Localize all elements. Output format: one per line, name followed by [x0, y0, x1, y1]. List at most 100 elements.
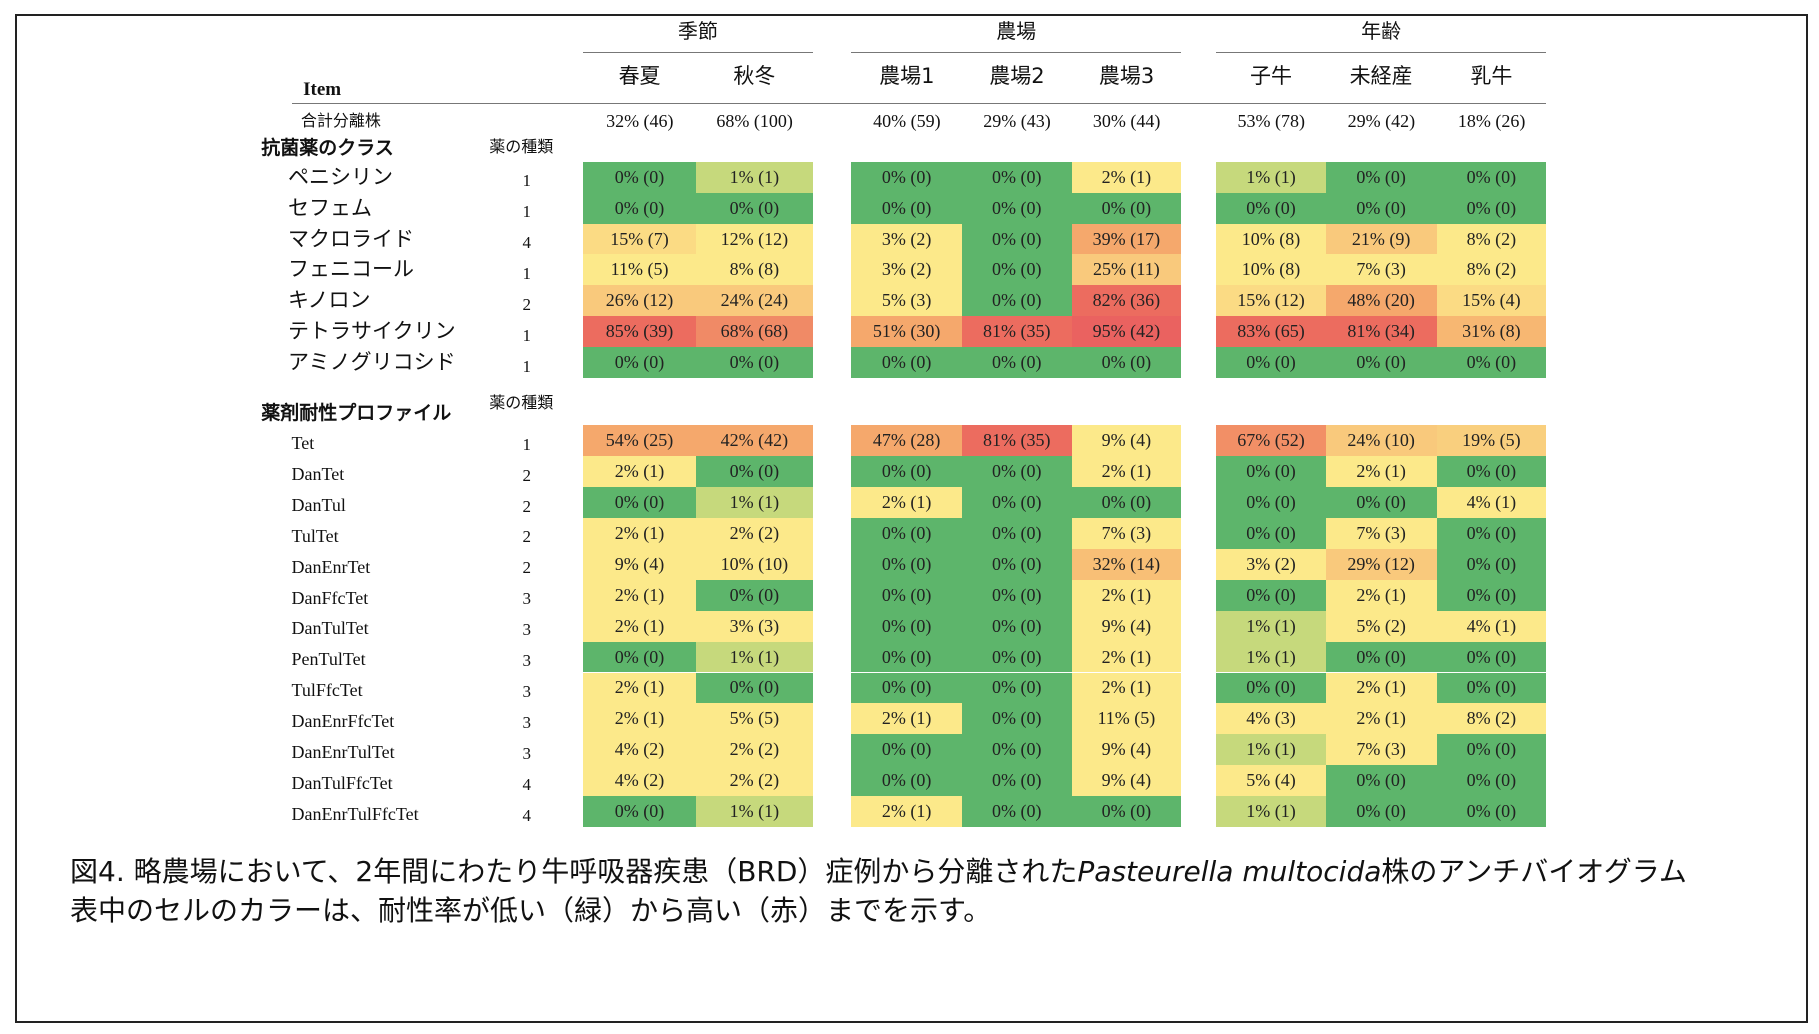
resistance-cell: 1% (1): [1216, 796, 1326, 827]
resistance-cell: 2% (1): [851, 796, 962, 827]
resistance-cell: 31% (8): [1436, 316, 1547, 348]
resistance-cell: 0% (0): [696, 347, 813, 379]
resistance-cell: 0% (0): [1216, 518, 1326, 549]
resistance-cell: 0% (0): [961, 223, 1072, 255]
total-value: 53% (78): [1237, 111, 1305, 132]
total-value: 29% (42): [1347, 111, 1416, 132]
item-header: Item: [303, 79, 342, 101]
resistance-cell: 39% (17): [1071, 223, 1182, 255]
row-label: アミノグリコシド: [288, 350, 456, 375]
column-header: 農場1: [879, 64, 935, 89]
row-label: DanEnrFfcTet: [291, 711, 395, 732]
resistance-cell: 0% (0): [583, 347, 697, 379]
resistance-cell: 2% (1): [1325, 456, 1437, 488]
drug-count: 3: [522, 651, 532, 671]
resistance-cell: 2% (1): [1071, 161, 1182, 193]
section-title: 薬剤耐性プロファイル: [261, 402, 452, 425]
resistance-cell: 0% (0): [851, 610, 962, 642]
resistance-cell: 7% (3): [1071, 518, 1182, 549]
resistance-cell: 9% (4): [583, 548, 697, 580]
resistance-cell: 0% (0): [583, 161, 697, 193]
resistance-cell: 0% (0): [851, 161, 962, 193]
resistance-cell: 0% (0): [961, 796, 1072, 827]
resistance-cell: 0% (0): [961, 518, 1072, 549]
resistance-cell: 4% (1): [1436, 610, 1547, 642]
caption-text: 株のアンチバイオグラム: [1381, 855, 1687, 888]
resistance-cell: 0% (0): [961, 254, 1072, 286]
resistance-cell: 2% (1): [851, 703, 962, 735]
row-label: テトラサイクリン: [288, 319, 456, 344]
rule-line: [851, 52, 1182, 54]
resistance-cell: 10% (10): [696, 548, 813, 580]
resistance-cell: 1% (1): [696, 796, 813, 827]
resistance-cell: 0% (0): [961, 548, 1072, 580]
resistance-cell: 2% (2): [696, 734, 813, 766]
resistance-cell: 1% (1): [696, 161, 813, 193]
drug-count: 1: [522, 325, 532, 345]
row-label: TulTet: [291, 525, 339, 546]
resistance-cell: 10% (8): [1216, 223, 1326, 255]
row-label: マクロライド: [288, 226, 414, 251]
resistance-cell: 54% (25): [583, 425, 697, 457]
resistance-cell: 1% (1): [696, 487, 813, 518]
resistance-cell: 0% (0): [961, 487, 1072, 518]
resistance-cell: 95% (42): [1071, 316, 1182, 348]
resistance-cell: 8% (2): [1436, 254, 1547, 286]
resistance-cell: 2% (1): [583, 579, 697, 611]
resistance-cell: 2% (1): [583, 456, 697, 488]
resistance-cell: 2% (1): [583, 703, 697, 735]
frame: [15, 14, 1808, 1023]
resistance-cell: 3% (2): [851, 223, 962, 255]
resistance-cell: 0% (0): [1436, 734, 1547, 766]
drug-count: 2: [522, 294, 532, 314]
resistance-cell: 0% (0): [851, 456, 962, 488]
resistance-cell: 7% (3): [1325, 518, 1437, 549]
count-header: 薬の種類: [489, 393, 554, 413]
resistance-cell: 2% (1): [1325, 579, 1437, 611]
resistance-cell: 2% (1): [1325, 672, 1437, 704]
resistance-cell: 0% (0): [1216, 456, 1326, 488]
resistance-cell: 2% (2): [696, 518, 813, 549]
resistance-cell: 0% (0): [1325, 347, 1437, 379]
count-header: 薬の種類: [489, 136, 554, 156]
resistance-cell: 5% (3): [851, 285, 962, 317]
column-header: 乳牛: [1470, 64, 1513, 89]
resistance-cell: 4% (2): [583, 765, 697, 797]
resistance-cell: 0% (0): [961, 192, 1072, 224]
resistance-cell: 0% (0): [1436, 347, 1547, 379]
resistance-cell: 3% (3): [696, 610, 813, 642]
resistance-cell: 0% (0): [1436, 192, 1547, 224]
resistance-cell: 85% (39): [583, 316, 697, 348]
drug-count: 2: [522, 527, 532, 547]
resistance-cell: 2% (1): [1325, 703, 1437, 735]
total-value: 29% (43): [983, 111, 1051, 132]
resistance-cell: 2% (1): [851, 487, 962, 518]
resistance-cell: 1% (1): [1216, 641, 1326, 673]
drug-count: 4: [522, 233, 532, 253]
resistance-cell: 2% (1): [1071, 672, 1182, 704]
row-label: ペニシリン: [288, 164, 393, 189]
resistance-cell: 2% (1): [583, 518, 697, 549]
resistance-cell: 42% (42): [696, 425, 813, 457]
resistance-cell: 0% (0): [1436, 796, 1547, 827]
resistance-cell: 0% (0): [1436, 765, 1547, 797]
resistance-cell: 0% (0): [1216, 672, 1326, 704]
row-label: セフェム: [288, 195, 372, 220]
resistance-cell: 0% (0): [696, 579, 813, 611]
column-header: 農場2: [989, 64, 1045, 89]
resistance-cell: 0% (0): [1216, 192, 1326, 224]
resistance-cell: 0% (0): [961, 703, 1072, 735]
column-header: 未経産: [1349, 64, 1413, 89]
drug-count: 3: [522, 589, 532, 609]
resistance-cell: 0% (0): [1436, 456, 1547, 488]
resistance-cell: 0% (0): [961, 765, 1072, 797]
resistance-cell: 11% (5): [583, 254, 697, 286]
resistance-cell: 0% (0): [1436, 548, 1547, 580]
drug-count: 3: [522, 712, 532, 732]
resistance-cell: 0% (0): [1436, 641, 1547, 673]
resistance-cell: 0% (0): [1071, 487, 1182, 518]
resistance-cell: 5% (4): [1216, 765, 1326, 797]
resistance-cell: 0% (0): [583, 192, 697, 224]
row-label: DanEnrTet: [291, 556, 371, 577]
